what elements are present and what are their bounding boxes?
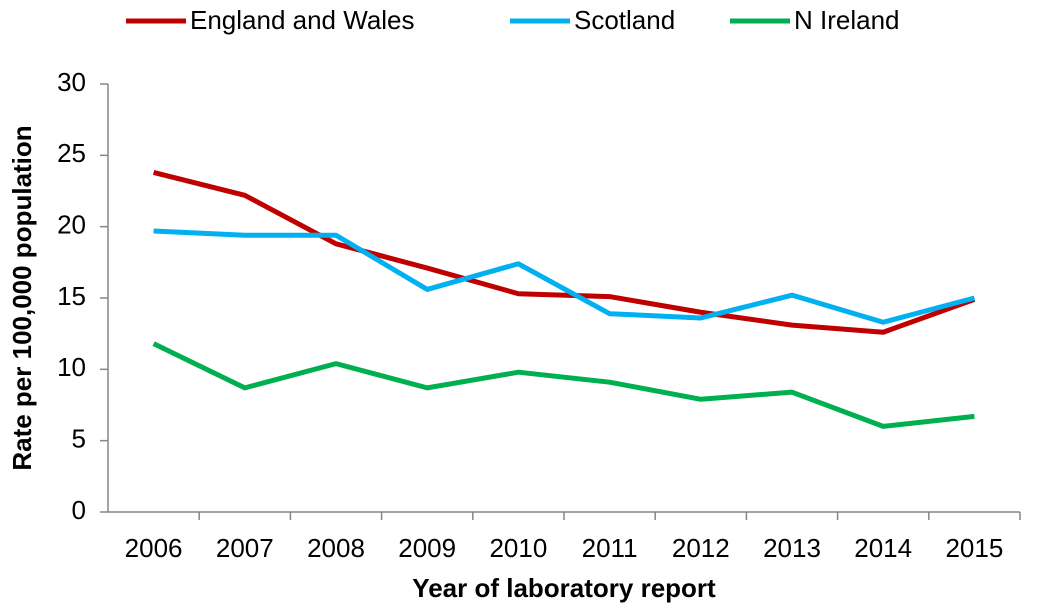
y-tick-label: 20 — [57, 210, 86, 240]
x-tick-label: 2012 — [672, 533, 730, 563]
x-tick-label: 2006 — [125, 533, 183, 563]
y-tick-label: 0 — [72, 495, 86, 525]
x-tick-label: 2009 — [398, 533, 456, 563]
legend-label: England and Wales — [190, 5, 415, 35]
legend-label: N Ireland — [794, 5, 900, 35]
x-tick-label: 2007 — [216, 533, 274, 563]
y-tick-label: 5 — [72, 424, 86, 454]
x-tick-label: 2015 — [945, 533, 1003, 563]
x-tick-label: 2008 — [307, 533, 365, 563]
x-axis-label: Year of laboratory report — [412, 573, 716, 603]
series-line — [152, 170, 976, 335]
x-tick-label: 2014 — [854, 533, 912, 563]
series-line — [153, 228, 976, 325]
y-tick-label: 30 — [57, 67, 86, 97]
y-tick-label: 15 — [57, 281, 86, 311]
x-tick-label: 2013 — [763, 533, 821, 563]
x-tick-label: 2011 — [582, 533, 638, 563]
legend-label: Scotland — [574, 5, 675, 35]
y-tick-label: 10 — [57, 352, 86, 382]
y-axis-label: Rate per 100,000 population — [7, 125, 37, 470]
x-tick-label: 2010 — [489, 533, 547, 563]
series-line — [152, 341, 975, 429]
y-tick-label: 25 — [57, 138, 86, 168]
